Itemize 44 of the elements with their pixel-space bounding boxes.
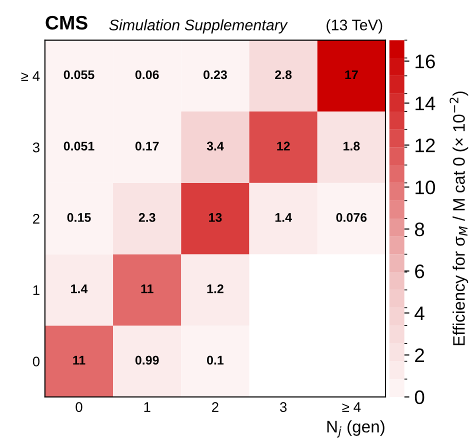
data-label: 1.4 bbox=[71, 284, 88, 294]
x-tick-label: 2 bbox=[212, 402, 218, 412]
data-label: 1.2 bbox=[207, 284, 224, 294]
data-label: 17 bbox=[345, 70, 358, 80]
text: (13 TeV) bbox=[326, 19, 382, 34]
x-tick-label: 0 bbox=[76, 402, 82, 412]
x-tick-label: 1 bbox=[144, 402, 150, 412]
data-label: 3.4 bbox=[206, 142, 224, 151]
data-label: 0.055 bbox=[64, 70, 94, 80]
y-tick-label: ≥ 4 bbox=[21, 71, 40, 81]
x-axis-title: N$_{j}$ (gen) bbox=[327, 420, 384, 438]
data-label: 11 bbox=[73, 356, 86, 364]
y-tick-label: 1 bbox=[33, 285, 40, 295]
color-bar-label: 16 bbox=[416, 54, 435, 68]
x-tick-label: ≥ 4 bbox=[342, 402, 361, 412]
data-label: 0.99 bbox=[135, 356, 159, 365]
data-label: 11 bbox=[141, 284, 154, 294]
data-label: 13 bbox=[209, 213, 222, 222]
color-bar-label: 10 bbox=[416, 180, 436, 194]
y-tick-label: 0 bbox=[32, 356, 40, 366]
chart-subtitle: Simulation Supplementary bbox=[109, 19, 288, 34]
data-label: 2.3 bbox=[138, 213, 156, 222]
data-label: 0.17 bbox=[135, 142, 159, 151]
color-bar-title: Efficiency for σ$_{M}$ / M cat 0 (× 10$^{−2}$) bbox=[450, 92, 468, 346]
data-label: 1.8 bbox=[344, 142, 360, 151]
data-label: 0.06 bbox=[135, 70, 159, 80]
y-tick-label: 3 bbox=[32, 142, 40, 152]
data-label: 2.8 bbox=[275, 70, 292, 80]
color-bar-label: 8 bbox=[414, 222, 424, 236]
data-label: 0.076 bbox=[336, 213, 367, 222]
data-label: 0.15 bbox=[67, 213, 91, 222]
data-label: 0.1 bbox=[207, 356, 224, 365]
chart-title: CMS bbox=[46, 16, 88, 30]
color-bar-label: 4 bbox=[414, 306, 424, 320]
color-bar-label: 6 bbox=[415, 264, 424, 278]
y-tick-label: 2 bbox=[33, 214, 40, 224]
color-bar-label: 2 bbox=[415, 348, 424, 362]
data-label: 0.23 bbox=[204, 70, 227, 80]
data-label: 0.051 bbox=[64, 142, 94, 151]
color-bar-label: 14 bbox=[416, 96, 436, 110]
data-label: 12 bbox=[277, 142, 290, 150]
color-bar-label: 12 bbox=[416, 138, 435, 152]
data-label: 1.4 bbox=[275, 213, 292, 222]
x-tick-label: 3 bbox=[280, 402, 287, 412]
